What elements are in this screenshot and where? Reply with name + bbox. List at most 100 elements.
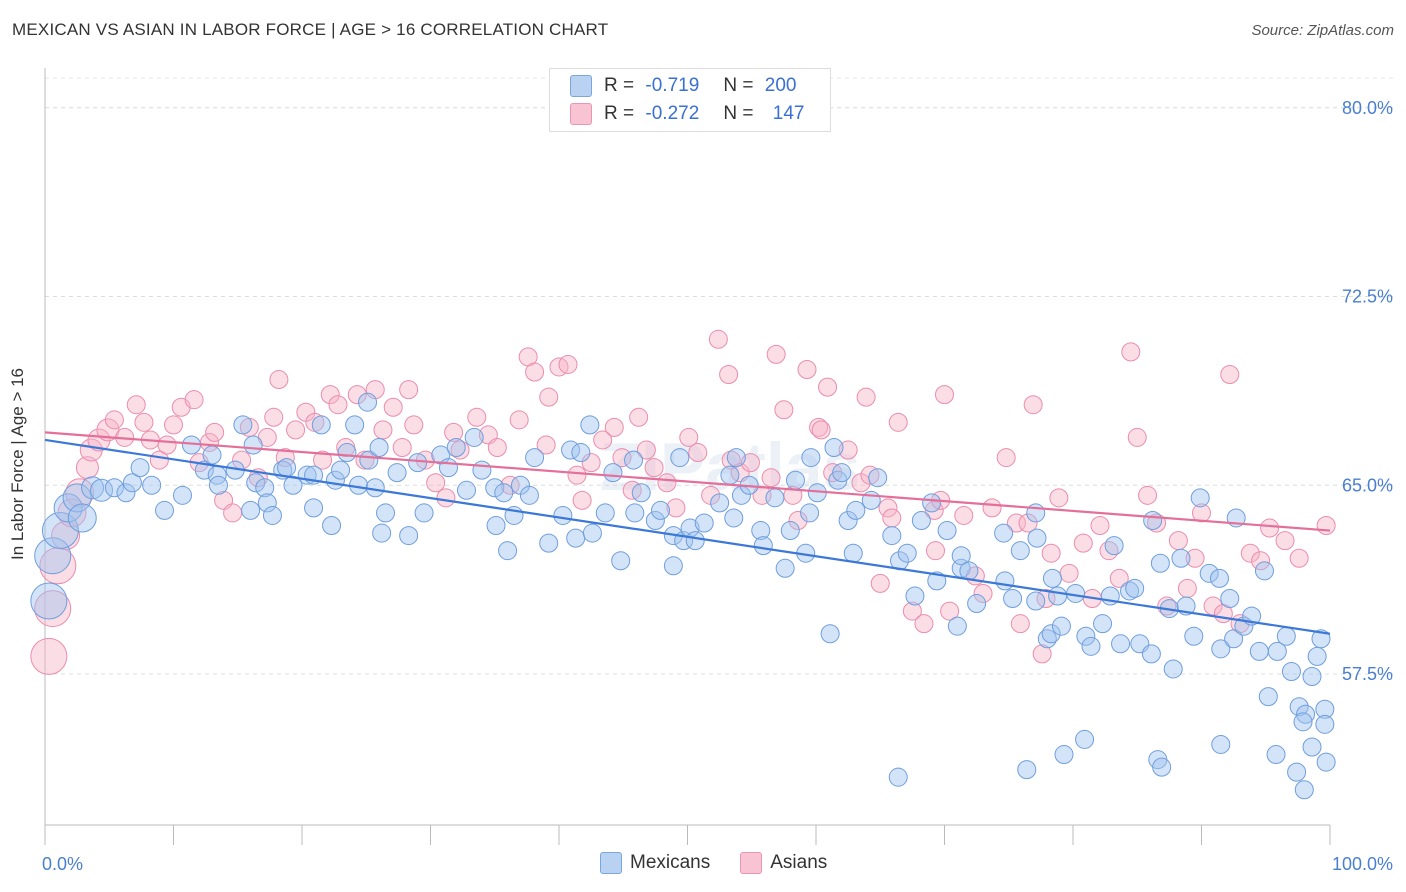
asians-point xyxy=(1289,548,1309,568)
mexicans-point xyxy=(387,463,407,483)
mexicans-point xyxy=(142,475,162,495)
asians-point xyxy=(1251,551,1271,571)
mexicans-point xyxy=(1027,528,1047,548)
asians-point xyxy=(761,468,781,488)
asians-point xyxy=(636,440,656,460)
asians-point xyxy=(708,329,728,349)
mexicans-point xyxy=(603,463,623,483)
mexicans-point xyxy=(1163,659,1183,679)
mexicans-point xyxy=(122,473,142,493)
mexicans-point xyxy=(726,448,746,468)
asians-point xyxy=(688,443,708,463)
mexicans-point xyxy=(553,505,573,525)
asians-point xyxy=(383,397,403,417)
asians-point xyxy=(558,354,578,374)
mexicans-point xyxy=(358,392,378,412)
asians-point xyxy=(134,412,154,432)
y-tick-label: 65.0% xyxy=(1342,475,1393,495)
asians-point xyxy=(536,435,556,455)
mexicans-swatch xyxy=(570,75,592,97)
mexicans-points xyxy=(30,392,1336,800)
mexicans-point xyxy=(172,485,192,505)
mexicans-point xyxy=(651,500,671,520)
mexicans-point xyxy=(611,551,631,571)
mexicans-point xyxy=(456,480,476,500)
r-value: -0.272 xyxy=(645,103,700,124)
mexicans-point xyxy=(751,521,771,541)
mexicans-point xyxy=(345,415,365,435)
mexicans-point xyxy=(967,594,987,614)
mexicans-point xyxy=(116,483,136,503)
mexicans-point xyxy=(937,521,957,541)
y-tick-label: 72.5% xyxy=(1342,287,1393,307)
mexicans-point xyxy=(1054,745,1074,765)
r-value: -0.719 xyxy=(645,75,700,96)
mexicans-point xyxy=(888,767,908,787)
mexicans-point xyxy=(724,508,744,528)
mexicans-point xyxy=(202,445,222,465)
mexicans-point xyxy=(1302,737,1322,757)
legend-item-asians[interactable]: Asians xyxy=(740,852,827,874)
mexicans-point xyxy=(446,438,466,457)
asians-point xyxy=(870,573,890,593)
mexicans-point xyxy=(90,478,114,502)
asians-point xyxy=(935,385,954,405)
asians-point xyxy=(1192,503,1211,523)
mexicans-point xyxy=(694,513,714,533)
mexicans-point xyxy=(1037,629,1057,649)
mexicans-point xyxy=(62,483,92,513)
y-tick-label: 57.5% xyxy=(1342,664,1393,684)
n-value: 200 xyxy=(764,75,797,96)
mexicans-point xyxy=(1125,578,1145,598)
asians-point xyxy=(75,456,99,480)
asians-point xyxy=(1032,644,1052,664)
trend-lines xyxy=(44,431,1331,635)
mexicans-point xyxy=(67,503,97,533)
mexicans-point xyxy=(1289,697,1309,717)
asians-point xyxy=(399,380,419,400)
asians-point xyxy=(1099,541,1119,561)
mexicans-point xyxy=(311,415,331,435)
asians-point xyxy=(1177,578,1197,598)
mexicans-point xyxy=(685,531,705,551)
mexicans-point xyxy=(359,450,379,470)
asians-point xyxy=(320,385,340,405)
mexicans-point xyxy=(580,415,600,435)
mexicans-point xyxy=(255,478,275,498)
asians-point xyxy=(1121,342,1141,362)
mexicans-point xyxy=(801,448,821,468)
n-label: N = xyxy=(723,75,754,96)
mexicans-point xyxy=(53,493,83,523)
mexicans-point xyxy=(663,556,683,576)
mexicans-point xyxy=(1209,568,1229,588)
asians-point xyxy=(809,417,829,437)
mexicans-point xyxy=(130,458,150,478)
mexicans-point xyxy=(1266,745,1286,765)
y-tick-label: 80.0% xyxy=(1342,98,1393,118)
mexicans-point xyxy=(1152,757,1172,777)
x-tick-label: 100.0% xyxy=(1332,854,1393,874)
mexicans-point xyxy=(1048,586,1068,606)
mexicans-point xyxy=(257,493,277,513)
mexicans-point xyxy=(820,624,840,644)
asians-point xyxy=(1059,563,1079,583)
asians-point xyxy=(347,385,367,405)
mexicans-point xyxy=(710,493,730,513)
mexicans-point xyxy=(800,503,820,523)
mexicans-point xyxy=(376,503,396,523)
mexicans-point xyxy=(1307,646,1327,666)
asians-point xyxy=(184,390,204,410)
legend-item-mexicans[interactable]: Mexicans xyxy=(600,852,710,874)
tick-labels: 57.5% 65.0% 72.5% 80.0% 0.0% 100.0% xyxy=(42,98,1393,874)
asians-point xyxy=(914,614,934,634)
mexicans-point xyxy=(625,503,645,523)
mexicans-point xyxy=(519,485,539,505)
mexicans-point xyxy=(1171,548,1191,568)
mexicans-point xyxy=(765,488,785,508)
mexicans-point xyxy=(1281,661,1301,681)
mexicans-point xyxy=(30,582,68,620)
asians-point xyxy=(487,438,507,457)
asians-swatch xyxy=(740,852,763,874)
asians-point xyxy=(426,473,446,493)
mexicans-point xyxy=(959,561,979,581)
